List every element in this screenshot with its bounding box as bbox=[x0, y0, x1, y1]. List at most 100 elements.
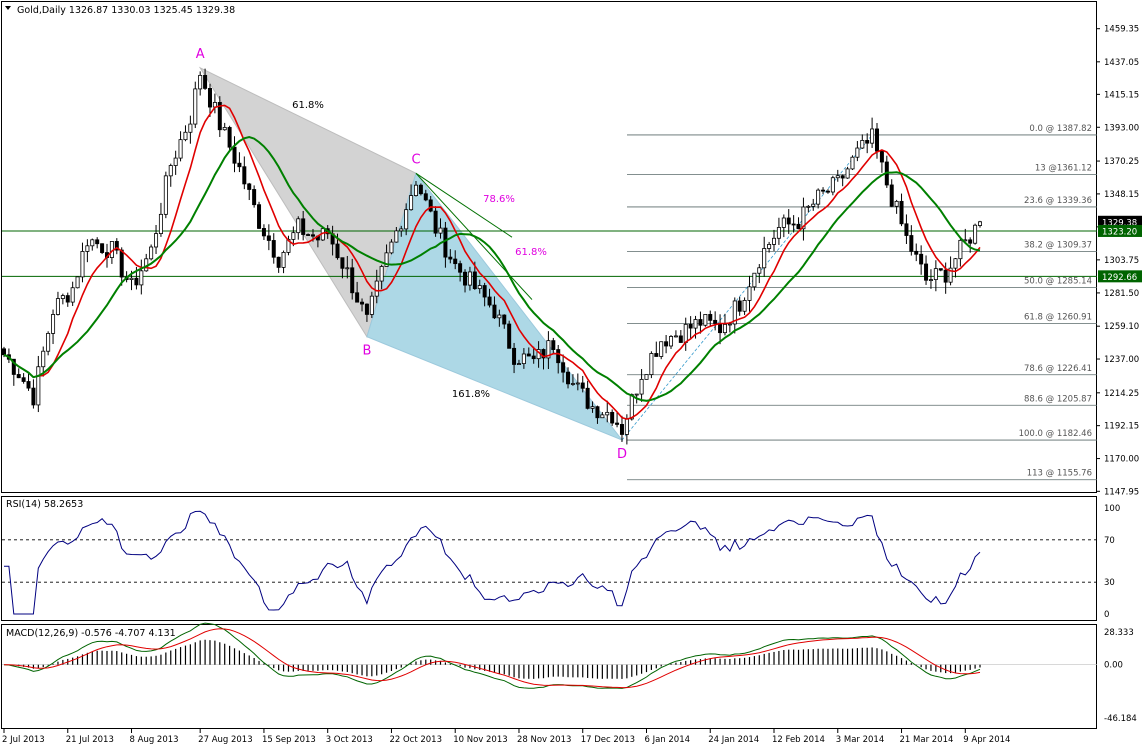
candle-body bbox=[85, 245, 90, 252]
candle-body bbox=[222, 127, 227, 131]
macd-line bbox=[3, 622, 981, 689]
candle-body bbox=[418, 184, 423, 195]
price-axis-label: 1393.00 bbox=[1104, 123, 1139, 133]
pattern-point-B: B bbox=[362, 344, 371, 359]
price-axis-label: 1459.35 bbox=[1104, 25, 1139, 35]
chart-header: Gold,Daily 1326.87 1330.03 1325.45 1329.… bbox=[17, 5, 235, 16]
candle-body bbox=[21, 377, 26, 382]
candle-body bbox=[168, 165, 173, 177]
candle-body bbox=[252, 189, 257, 206]
candle-body bbox=[845, 168, 850, 179]
candle-body bbox=[60, 295, 65, 299]
candle-body bbox=[879, 150, 884, 163]
slow-ma-line bbox=[3, 135, 981, 402]
time-axis-label: 24 Jan 2014 bbox=[708, 735, 759, 745]
candle-body bbox=[242, 166, 247, 185]
candle-body bbox=[840, 175, 845, 179]
fib-level-label: 38.2 @ 1309.37 bbox=[1024, 241, 1092, 251]
candle-body bbox=[786, 217, 791, 225]
candle-body bbox=[198, 74, 203, 90]
price-label-box bbox=[1098, 224, 1142, 237]
candle-body bbox=[207, 88, 212, 108]
candle-body bbox=[80, 251, 85, 278]
candle-body bbox=[978, 221, 983, 226]
candle-body bbox=[134, 277, 139, 286]
candle-body bbox=[875, 128, 880, 152]
candle-body bbox=[669, 336, 674, 347]
candle-body bbox=[933, 268, 938, 280]
fib-level-label: 13 @1361.12 bbox=[1035, 164, 1092, 174]
candle-body bbox=[355, 292, 360, 303]
candle-body bbox=[384, 252, 389, 267]
candle-body bbox=[683, 323, 688, 343]
candle-body bbox=[46, 332, 51, 352]
candle-body bbox=[301, 218, 306, 235]
candle-body bbox=[310, 234, 315, 237]
candle-body bbox=[487, 296, 492, 306]
candle-body bbox=[870, 128, 875, 144]
candle-body bbox=[821, 189, 826, 192]
header-arrow-icon[interactable] bbox=[5, 6, 11, 10]
candle-body bbox=[958, 239, 963, 260]
price-label-text: 1329.38 bbox=[1102, 218, 1137, 228]
candle-body bbox=[350, 267, 355, 294]
candle-body bbox=[364, 303, 369, 315]
fib-level-label: 23.6 @ 1339.36 bbox=[1024, 196, 1092, 206]
candle-body bbox=[556, 349, 561, 364]
rsi-panel[interactable] bbox=[1, 496, 1097, 621]
candle-body bbox=[65, 295, 70, 303]
candle-body bbox=[924, 263, 929, 281]
time-axis-label: 28 Nov 2013 bbox=[517, 735, 571, 745]
candle-body bbox=[762, 248, 767, 269]
candle-body bbox=[193, 88, 198, 125]
candle-body bbox=[801, 206, 806, 230]
candle-body bbox=[188, 123, 193, 133]
price-label-text: 1292.66 bbox=[1102, 273, 1137, 283]
candle-body bbox=[399, 228, 404, 232]
pattern-point-D: D bbox=[617, 447, 627, 462]
candle-body bbox=[595, 406, 600, 419]
candle-body bbox=[659, 341, 664, 357]
time-axis-label: 22 Oct 2013 bbox=[389, 735, 442, 745]
price-axis-label: 1370.25 bbox=[1104, 157, 1139, 167]
candle-body bbox=[369, 295, 374, 315]
fib-anchor-line bbox=[621, 134, 873, 441]
pattern-point-C: C bbox=[411, 152, 420, 167]
pattern-ratio-2: 61.8% bbox=[515, 247, 547, 258]
price-axis-label: 1415.15 bbox=[1104, 90, 1139, 100]
time-axis-label: 15 Sep 2013 bbox=[262, 735, 316, 745]
candle-body bbox=[610, 411, 615, 424]
candle-body bbox=[227, 127, 232, 148]
time-axis-label: 12 Feb 2014 bbox=[772, 735, 825, 745]
candle-body bbox=[100, 243, 105, 253]
candle-body bbox=[237, 162, 242, 168]
candle-body bbox=[154, 233, 159, 248]
time-axis-label: 21 Mar 2014 bbox=[900, 735, 954, 745]
candle-body bbox=[575, 382, 580, 385]
candle-body bbox=[291, 232, 296, 240]
candle-body bbox=[257, 204, 262, 229]
price-axis-label: 1303.75 bbox=[1104, 256, 1139, 266]
candle-body bbox=[708, 314, 713, 321]
candle-body bbox=[119, 249, 124, 278]
candle-body bbox=[899, 200, 904, 225]
candle-body bbox=[16, 374, 21, 379]
candle-body bbox=[443, 227, 448, 258]
price-label-box bbox=[1098, 215, 1142, 228]
candle-body bbox=[747, 286, 752, 301]
candle-body bbox=[830, 177, 835, 193]
candle-body bbox=[335, 243, 340, 259]
candle-body bbox=[634, 393, 639, 396]
candle-body bbox=[791, 223, 796, 226]
pattern-ratio-1: 78.6% bbox=[483, 194, 515, 205]
price-axis-label: 1437.05 bbox=[1104, 58, 1139, 68]
time-axis-label: 3 Oct 2013 bbox=[326, 735, 373, 745]
time-axis-label: 3 Mar 2014 bbox=[836, 735, 884, 745]
candle-body bbox=[281, 251, 286, 268]
candle-body bbox=[889, 184, 894, 207]
candle-body bbox=[914, 250, 919, 255]
time-axis-label: 10 Nov 2013 bbox=[453, 735, 507, 745]
macd-header: MACD(12,26,9) -0.576 -4.707 4.131 bbox=[6, 628, 176, 639]
candle-body bbox=[649, 353, 654, 376]
